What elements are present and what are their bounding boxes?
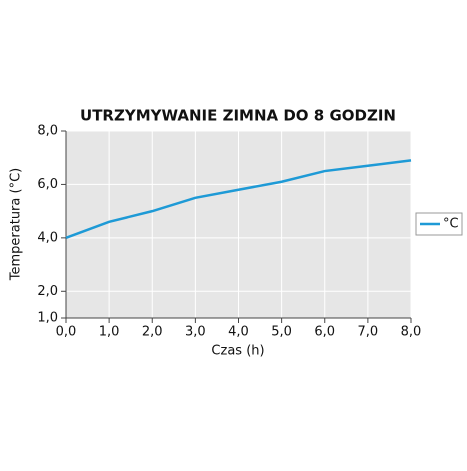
- x-tick-label: 1,0: [99, 325, 120, 340]
- line-series: [65, 159, 412, 240]
- x-tick-label: 6,0: [314, 325, 335, 340]
- chart-title: UTRZYMYWANIE ZIMNA DO 8 GODZIN: [80, 107, 396, 125]
- y-tick-label: 2,0: [37, 284, 58, 299]
- x-tick-label: 5,0: [271, 325, 292, 340]
- x-tick-label: 7,0: [358, 325, 379, 340]
- x-axis-label: Czas (h): [211, 344, 264, 359]
- y-tick-label: 8,0: [37, 124, 58, 139]
- y-axis-label: Temperatura (°C): [9, 168, 24, 281]
- x-tick-label: 4,0: [228, 325, 249, 340]
- x-tick-label: 2,0: [142, 325, 163, 340]
- y-tick-label: 1,0: [37, 311, 58, 326]
- legend-label: °C: [443, 217, 459, 232]
- x-tick-label: 8,0: [401, 325, 422, 340]
- x-tick-label: 3,0: [185, 325, 206, 340]
- y-tick-label: 4,0: [37, 230, 58, 245]
- x-tick-label: 0,0: [56, 325, 77, 340]
- y-tick-label: 6,0: [37, 177, 58, 192]
